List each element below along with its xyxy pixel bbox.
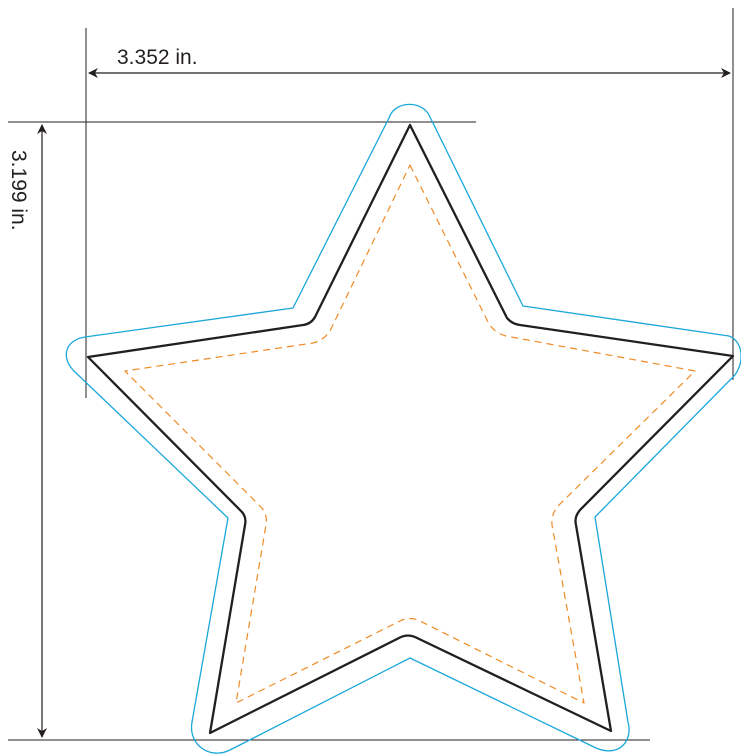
height-dimension-label: 3.199 in. — [7, 150, 30, 231]
bleed-outline — [65, 103, 741, 754]
safe-line — [124, 164, 696, 704]
width-dimension-label: 3.352 in. — [117, 46, 198, 69]
cut-line — [86, 123, 735, 735]
